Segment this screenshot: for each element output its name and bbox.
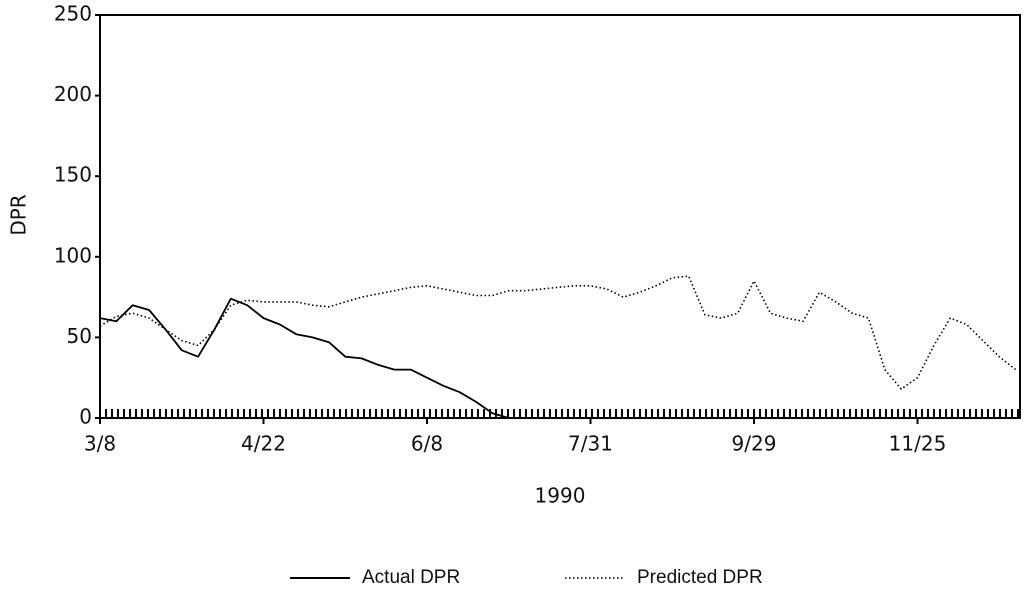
x-tick-label: 7/31	[568, 432, 613, 456]
x-axis-label: 1990	[535, 484, 586, 508]
x-tick-label: 9/29	[732, 432, 777, 456]
legend-label: Actual DPR	[362, 567, 460, 588]
y-tick-label: 100	[54, 243, 92, 267]
legend-label: Predicted DPR	[637, 567, 763, 588]
y-tick-label: 150	[54, 163, 92, 187]
series-line	[99, 297, 510, 419]
x-tick-label: 3/8	[84, 432, 116, 456]
y-tick-label: 0	[79, 405, 92, 429]
y-tick-label: 250	[54, 2, 92, 26]
x-tick-label: 4/22	[241, 432, 286, 456]
plot-frame	[99, 14, 1021, 419]
series-line	[99, 275, 1017, 390]
x-tick-label: 6/8	[411, 432, 443, 456]
x-tick-label: 11/25	[889, 432, 947, 456]
y-tick-label: 200	[54, 82, 92, 106]
y-tick-label: 50	[67, 324, 92, 348]
y-axis-label: DPR	[7, 194, 31, 235]
